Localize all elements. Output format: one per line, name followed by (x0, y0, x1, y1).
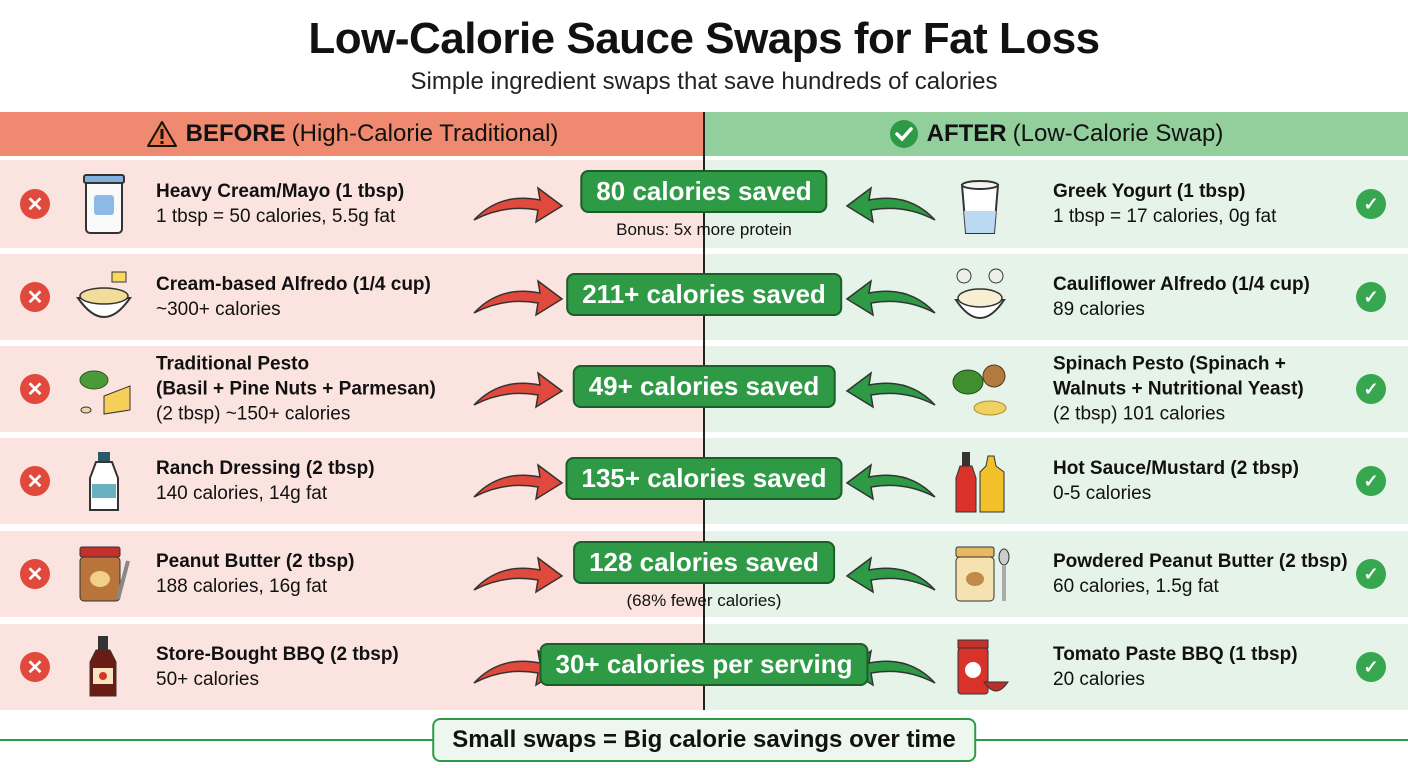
after-detail: 0-5 calories (1053, 483, 1152, 504)
after-text: Greek Yogurt (1 tbsp) 1 tbsp = 17 calori… (1053, 179, 1276, 229)
before-name: Peanut Butter (2 tbsp) (156, 551, 355, 572)
after-detail: 60 calories, 1.5g fat (1053, 576, 1219, 597)
arrow-left-icon (845, 371, 936, 409)
after-label: AFTER (926, 120, 1007, 147)
x-mark-icon: ✕ (20, 652, 50, 682)
after-name: Powdered Peanut Butter (2 tbsp) (1053, 551, 1348, 572)
after-text: Tomato Paste BBQ (1 tbsp) 20 calories (1053, 642, 1298, 692)
warning-icon (146, 121, 177, 147)
before-detail: 1 tbsp = 50 calories, 5.5g fat (156, 206, 396, 227)
before-sublabel: (High-Calorie Traditional) (291, 120, 559, 147)
before-name: Cream-based Alfredo (1/4 cup) (156, 274, 431, 295)
arrow-left-icon (845, 463, 936, 501)
before-detail: 140 calories, 14g fat (156, 483, 328, 504)
arrow-left-icon (845, 186, 936, 224)
bbq-bottle-icon (89, 636, 117, 697)
after-detail: 89 calories (1053, 299, 1145, 320)
savings-note: Bonus: 5x more protein (616, 220, 792, 239)
before-label: BEFORE (185, 120, 286, 147)
after-detail: 1 tbsp = 17 calories, 0g fat (1053, 206, 1277, 227)
check-mark-icon: ✓ (1356, 559, 1386, 589)
spinach-walnut-icon (952, 364, 1007, 416)
after-text: Spinach Pesto (Spinach + Walnuts + Nutri… (1053, 352, 1304, 427)
center-divider (703, 112, 705, 710)
before-detail: 50+ calories (156, 669, 259, 690)
page-title: Low-Calorie Sauce Swaps for Fat Loss (308, 14, 1100, 63)
before-text: Ranch Dressing (2 tbsp) 140 calories, 14… (156, 456, 375, 506)
swap-row: ✕ Peanut Butter (2 tbsp) 188 calories, 1… (0, 531, 1408, 617)
before-header: BEFORE (High-Calorie Traditional) (0, 112, 704, 156)
swap-row: ✕ Heavy Cream/Mayo (1 tbsp) 1 tbsp = 50 … (0, 160, 1408, 248)
after-detail: (2 tbsp) 101 calories (1053, 403, 1226, 425)
check-mark-icon: ✓ (1356, 466, 1386, 496)
swap-row: ✕ Ranch Dressing (2 tbsp) 140 calories, … (0, 438, 1408, 524)
savings-badge: 80 calories saved (580, 170, 828, 213)
savings-badge: 30+ calories per serving (539, 643, 869, 686)
ranch-bottle-icon (89, 452, 119, 511)
after-header: AFTER (Low-Calorie Swap) (704, 112, 1408, 156)
after-text: Cauliflower Alfredo (1/4 cup) 89 calorie… (1053, 272, 1310, 322)
check-circle-icon (889, 120, 918, 148)
before-text: Store-Bought BBQ (2 tbsp) 50+ calories (156, 642, 399, 692)
x-mark-icon: ✕ (20, 282, 50, 312)
tomato-paste-icon (957, 639, 1009, 695)
arrow-right-icon (473, 279, 564, 317)
savings-badge: 211+ calories saved (566, 273, 842, 316)
savings-note: (68% fewer calories) (626, 591, 782, 610)
check-mark-icon: ✓ (1356, 189, 1386, 219)
before-name-line2: (Basil + Pine Nuts + Parmesan) (156, 378, 436, 400)
powdered-pb-icon (955, 546, 1010, 602)
arrow-right-icon (473, 556, 564, 594)
swap-row: ✕ Cream-based Alfredo (1/4 cup) ~300+ ca… (0, 254, 1408, 340)
before-text: Heavy Cream/Mayo (1 tbsp) 1 tbsp = 50 ca… (156, 179, 404, 229)
check-mark-icon: ✓ (1356, 652, 1386, 682)
basil-cheese-icon (79, 370, 131, 415)
check-mark-icon: ✓ (1356, 374, 1386, 404)
before-name: Heavy Cream/Mayo (1 tbsp) (156, 181, 405, 202)
hot-sauce-mustard-icon (955, 452, 1005, 513)
after-name: Cauliflower Alfredo (1/4 cup) (1053, 274, 1310, 295)
before-text: Peanut Butter (2 tbsp) 188 calories, 16g… (156, 549, 354, 599)
before-text: Cream-based Alfredo (1/4 cup) ~300+ calo… (156, 272, 431, 322)
swap-row: ✕ Traditional Pesto (Basil + Pine Nuts +… (0, 346, 1408, 432)
before-name: Store-Bought BBQ (2 tbsp) (156, 644, 399, 665)
x-mark-icon: ✕ (20, 559, 50, 589)
after-name: Hot Sauce/Mustard (2 tbsp) (1053, 458, 1299, 479)
x-mark-icon: ✕ (20, 374, 50, 404)
after-name: Spinach Pesto (Spinach + (1053, 353, 1286, 375)
swap-row: ✕ Store-Bought BBQ (2 tbsp) 50+ calories… (0, 624, 1408, 710)
page-subtitle: Simple ingredient swaps that save hundre… (410, 68, 998, 95)
check-mark-icon: ✓ (1356, 282, 1386, 312)
after-detail: 20 calories (1053, 669, 1145, 690)
yogurt-cup-icon (960, 180, 1000, 234)
x-mark-icon: ✕ (20, 466, 50, 496)
arrow-right-icon (473, 186, 564, 224)
after-text: Powdered Peanut Butter (2 tbsp) 60 calor… (1053, 549, 1348, 599)
before-detail: (2 tbsp) ~150+ calories (156, 403, 351, 425)
before-text: Traditional Pesto (Basil + Pine Nuts + P… (156, 352, 436, 427)
arrow-right-icon (473, 463, 564, 501)
after-sublabel: (Low-Calorie Swap) (1012, 120, 1224, 147)
before-name: Traditional Pesto (156, 353, 310, 375)
after-name-line2: Walnuts + Nutritional Yeast) (1053, 378, 1304, 400)
after-name: Tomato Paste BBQ (1 tbsp) (1053, 644, 1298, 665)
before-detail: ~300+ calories (156, 299, 281, 320)
after-text: Hot Sauce/Mustard (2 tbsp) 0-5 calories (1053, 456, 1299, 506)
before-name: Ranch Dressing (2 tbsp) (156, 458, 375, 479)
cream-tub-icon (83, 174, 125, 234)
x-mark-icon: ✕ (20, 189, 50, 219)
after-name: Greek Yogurt (1 tbsp) (1053, 181, 1246, 202)
peanut-butter-jar-icon (79, 546, 130, 602)
footer-banner: Small swaps = Big calorie savings over t… (432, 718, 976, 762)
arrow-right-icon (473, 371, 564, 409)
savings-badge: 135+ calories saved (565, 457, 843, 500)
pasta-bowl-icon (76, 271, 132, 318)
arrow-left-icon (845, 556, 936, 594)
savings-badge: 49+ calories saved (572, 365, 836, 408)
arrow-left-icon (845, 279, 936, 317)
before-detail: 188 calories, 16g fat (156, 576, 328, 597)
savings-badge: 128 calories saved (573, 541, 835, 584)
cauliflower-bowl-icon (954, 268, 1006, 319)
